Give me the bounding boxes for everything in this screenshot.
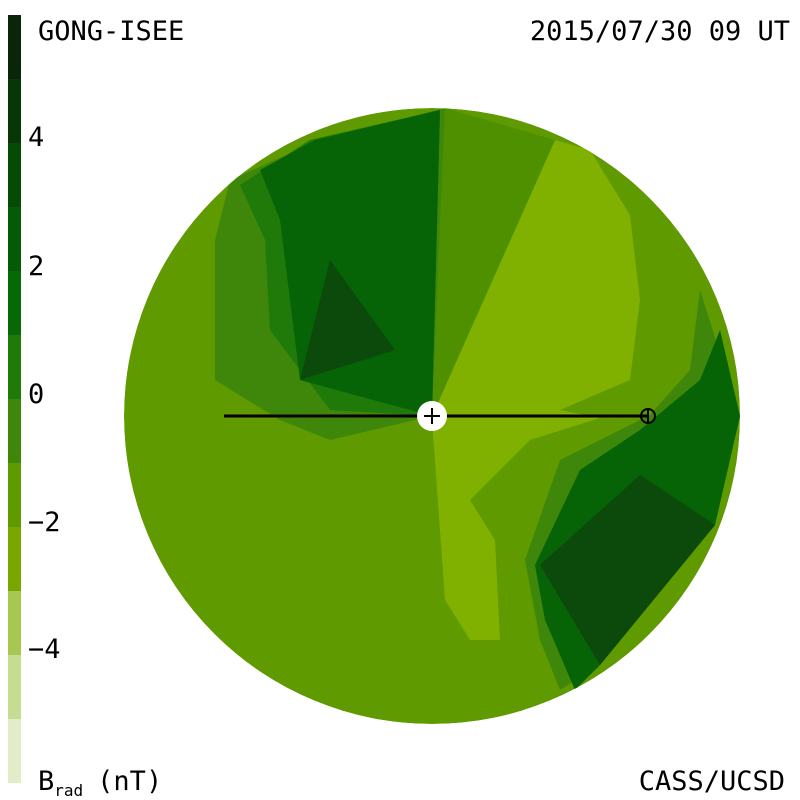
colorbar-label: 2 — [28, 251, 44, 282]
color-step — [8, 655, 21, 719]
region — [540, 475, 715, 665]
region — [300, 260, 395, 380]
color-step — [8, 271, 21, 335]
quantity-unit: (nT) — [97, 766, 162, 797]
region — [432, 108, 555, 416]
region — [260, 110, 440, 416]
colorbar-label: −2 — [28, 507, 61, 538]
colorbar-label: 0 — [28, 379, 44, 410]
quantity-symbol: B — [38, 766, 54, 797]
color-step — [8, 399, 21, 463]
color-step — [8, 207, 21, 271]
color-step — [8, 79, 21, 143]
color-step — [8, 335, 21, 399]
colorbar-label: 4 — [28, 122, 44, 153]
region — [432, 140, 640, 640]
colorbar: 4 2 0 −2 −4 — [8, 15, 61, 783]
color-step — [8, 719, 21, 783]
solar-disk — [124, 108, 740, 724]
header-right: 2015/07/30 09 UT — [530, 16, 790, 47]
quantity-subscript: rad — [54, 781, 83, 800]
header-left: GONG-ISEE — [38, 16, 184, 47]
color-step — [8, 463, 21, 527]
quantity: Brad (nT) — [38, 766, 162, 800]
color-step — [8, 591, 21, 655]
credit: CASS/UCSD — [639, 766, 785, 797]
colorbar-label: −4 — [28, 634, 61, 665]
color-step — [8, 527, 21, 591]
color-step — [8, 15, 21, 79]
color-step — [8, 143, 21, 207]
